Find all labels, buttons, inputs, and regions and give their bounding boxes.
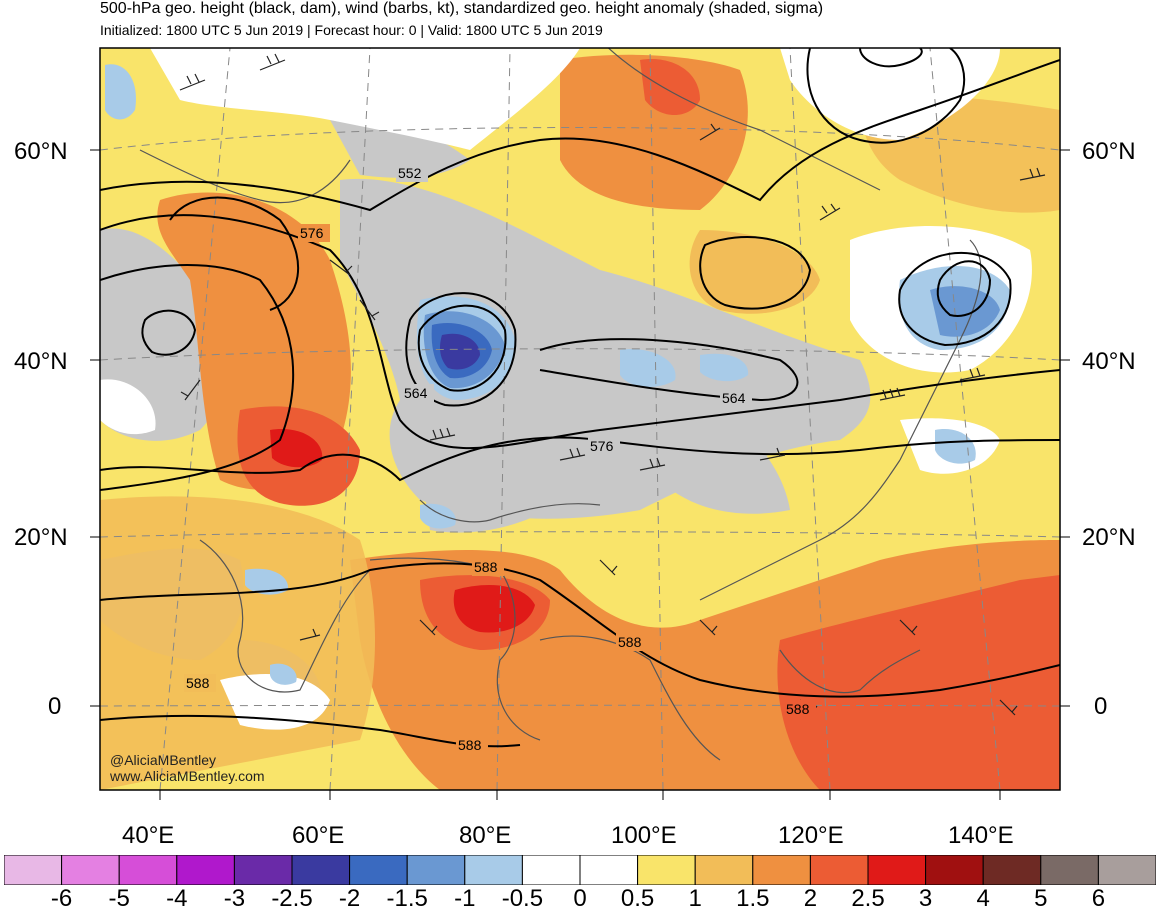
wind-barbs: [179, 53, 1046, 716]
colorbar: [4, 855, 1156, 885]
chart-title: 500-hPa geo. height (black, dam), wind (…: [100, 0, 824, 17]
colorbar-tick-label: 3: [918, 885, 933, 912]
lat-label-right: 60°N: [1082, 138, 1136, 165]
lon-label: 100°E: [611, 822, 677, 849]
contour-label: 564: [404, 385, 428, 401]
colorbar-tick-label: -4: [166, 885, 188, 912]
colorbar-swatch: [925, 855, 984, 885]
chart-subtitle: Initialized: 1800 UTC 5 Jun 2019 | Forec…: [100, 22, 603, 38]
lon-label: 120°E: [778, 822, 844, 849]
colorbar-tick-label: -1.5: [386, 885, 428, 912]
colorbar-tick-label: -0.5: [501, 885, 544, 912]
colorbar-tick-label: -3: [223, 885, 246, 912]
credit-website: www.AliciaMBentley.com: [110, 768, 265, 784]
colorbar-swatch: [752, 855, 811, 885]
lat-label-left: 60°N: [14, 138, 68, 165]
colorbar-tick-label: 5: [1034, 885, 1048, 912]
contour-label: 576: [590, 438, 614, 454]
lat-label-right: 0: [1094, 693, 1108, 720]
contour-label: 588: [474, 559, 498, 575]
colorbar-swatch: [4, 855, 63, 885]
colorbar-tick-label: -6: [50, 885, 73, 912]
colorbar-tick-label: 0: [573, 885, 587, 912]
contour-label: 576: [300, 225, 324, 241]
axis-ticks: [90, 149, 1070, 800]
lon-label: 40°E: [122, 822, 175, 849]
lon-label: 140°E: [948, 822, 1014, 849]
colorbar-swatch: [61, 855, 120, 885]
lon-label: 60°E: [292, 822, 345, 849]
colorbar-tick-label: 1.5: [736, 885, 770, 912]
colorbar-swatch: [694, 855, 754, 885]
colorbar-swatch: [176, 855, 235, 885]
coastlines: [139, 48, 982, 761]
contour-label: 552: [398, 165, 422, 181]
colorbar-tick-label: -1: [454, 885, 476, 912]
colorbar-tick-label: 4: [976, 885, 990, 912]
colorbar-swatch: [233, 855, 293, 885]
colorbar-swatch: [637, 855, 696, 885]
colorbar-tick-label: 6: [1091, 885, 1106, 912]
graticule: [100, 48, 1060, 790]
colorbar-swatch: [521, 855, 581, 885]
lat-label-right: 20°N: [1082, 524, 1136, 551]
contour-label: 588: [618, 634, 642, 650]
colorbar-tick-label: 2.5: [851, 885, 885, 912]
colorbar-swatch: [291, 855, 351, 885]
colorbar-tick-label: -5: [108, 885, 130, 912]
colorbar-tick-label: 2: [803, 885, 818, 912]
lat-label-left: 20°N: [14, 524, 68, 551]
colorbar-tick-label: -2.5: [271, 885, 313, 912]
map-frame: [99, 47, 1061, 791]
contour-label: 588: [186, 675, 210, 691]
colorbar-tick-label: 1: [688, 885, 702, 912]
colorbar-swatch: [1097, 855, 1156, 885]
colorbar-tick-label: -2: [338, 885, 361, 912]
map-panel: 552 576 564 564 576 588 588 588 588 588: [90, 47, 1070, 800]
lon-label: 80°E: [459, 822, 512, 849]
colorbar-swatch: [1040, 855, 1099, 885]
colorbar-swatch: [579, 855, 639, 885]
colorbar-swatch: [118, 855, 178, 885]
colorbar-swatch: [867, 855, 927, 885]
contour-label: 564: [722, 390, 746, 406]
height-contours: [100, 48, 1060, 748]
colorbar-swatch: [809, 855, 869, 885]
colorbar-swatch: [406, 855, 466, 885]
colorbar-swatch: [464, 855, 523, 885]
lat-label-left: 40°N: [14, 348, 68, 375]
credit-handle: @AliciaMBentley: [110, 752, 217, 768]
colorbar-swatch: [349, 855, 408, 885]
contour-labels: 552 576 564 564 576 588 588 588 588 588: [184, 164, 816, 754]
contour-label: 588: [786, 701, 810, 717]
colorbar-tick-label: 0.5: [620, 885, 655, 912]
lat-label-left: 0: [48, 693, 62, 720]
colorbar-swatch: [982, 855, 1042, 885]
lat-label-right: 40°N: [1082, 348, 1136, 375]
contour-label: 588: [458, 737, 482, 753]
